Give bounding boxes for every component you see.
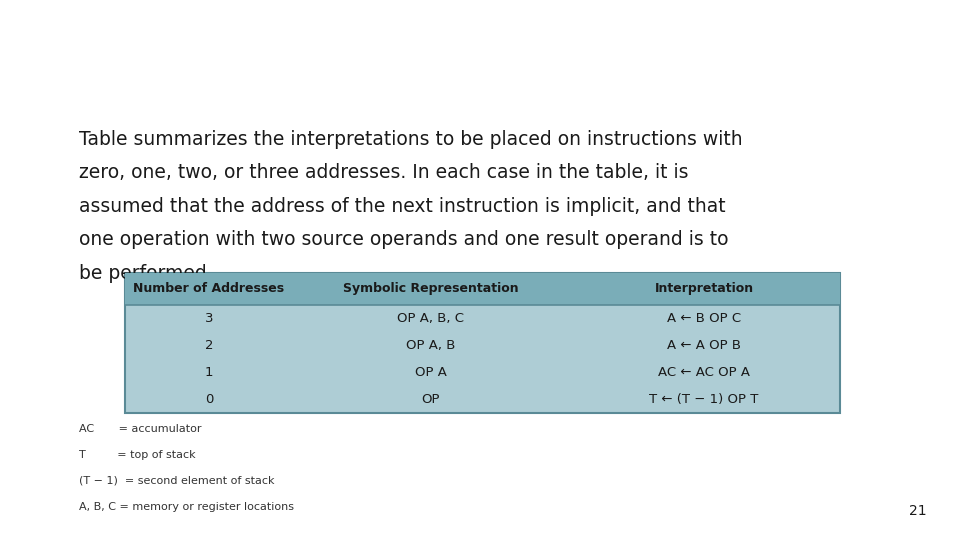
Text: A ← A OP B: A ← A OP B [667,339,741,352]
Text: 1: 1 [204,366,213,379]
Text: OP A, B, C: OP A, B, C [397,312,464,325]
Text: Symbolic Representation: Symbolic Representation [343,282,518,295]
Text: 3: 3 [204,312,213,325]
Text: Number of Addresses: Number of Addresses [133,282,284,295]
Text: OP A: OP A [415,366,446,379]
Text: be performed.: be performed. [79,264,212,282]
Text: one operation with two source operands and one result operand is to: one operation with two source operands a… [79,230,729,249]
Text: (T − 1)  = second element of stack: (T − 1) = second element of stack [79,476,275,486]
Text: T         = top of stack: T = top of stack [79,450,195,460]
Text: 21: 21 [909,504,926,518]
FancyBboxPatch shape [125,273,840,305]
Text: A ← B OP C: A ← B OP C [667,312,741,325]
Text: T ← (T − 1) OP T: T ← (T − 1) OP T [649,393,758,406]
FancyBboxPatch shape [125,273,840,413]
Text: AC ← AC OP A: AC ← AC OP A [659,366,750,379]
Text: zero, one, two, or three addresses. In each case in the table, it is: zero, one, two, or three addresses. In e… [79,163,688,182]
Text: OP: OP [421,393,440,406]
Text: AC       = accumulator: AC = accumulator [79,424,202,434]
Text: A, B, C = memory or register locations: A, B, C = memory or register locations [79,502,294,512]
Text: Interpretation: Interpretation [655,282,754,295]
Text: 2: 2 [204,339,213,352]
Text: 0: 0 [204,393,213,406]
Text: assumed that the address of the next instruction is implicit, and that: assumed that the address of the next ins… [79,197,726,215]
Text: OP A, B: OP A, B [406,339,455,352]
Text: Table summarizes the interpretations to be placed on instructions with: Table summarizes the interpretations to … [79,130,742,148]
